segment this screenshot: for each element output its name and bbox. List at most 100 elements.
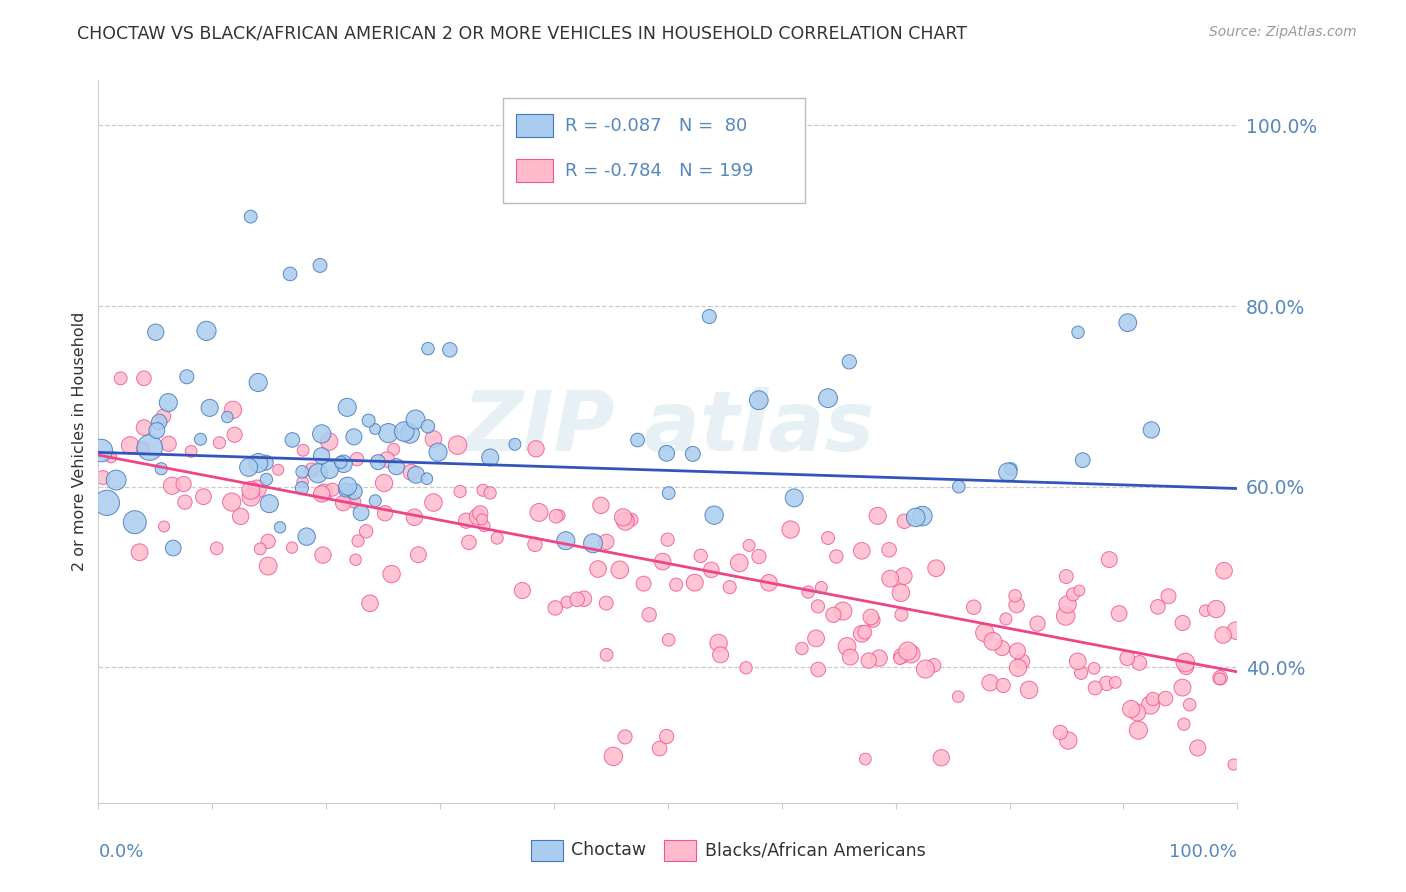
Point [609, 563, 631, 577]
Point [394, 425, 416, 439]
Text: Source: ZipAtlas.com: Source: ZipAtlas.com [1209, 25, 1357, 39]
Point [195, 324, 218, 338]
Point [343, 484, 366, 499]
Point [301, 463, 323, 477]
Point [278, 267, 301, 281]
Point [311, 426, 333, 441]
Point [682, 447, 704, 461]
Point [1126, 706, 1149, 720]
Point [735, 661, 758, 675]
Point [655, 730, 678, 744]
Text: R = -0.784   N = 199: R = -0.784 N = 199 [565, 161, 754, 179]
Point [889, 651, 911, 665]
Point [503, 437, 526, 451]
Point [259, 497, 281, 511]
Point [1005, 598, 1028, 612]
Point [470, 506, 492, 520]
Point [512, 583, 534, 598]
Point [665, 578, 688, 592]
Point [1171, 681, 1194, 695]
Point [586, 562, 609, 576]
Point [1139, 698, 1161, 712]
Point [404, 510, 426, 524]
Point [354, 524, 377, 539]
Point [1147, 599, 1170, 614]
Point [239, 210, 262, 224]
Point [973, 625, 995, 640]
Point [790, 641, 813, 656]
Point [157, 395, 180, 409]
Point [332, 457, 354, 471]
Point [309, 259, 332, 273]
Point [222, 402, 245, 417]
Point [150, 462, 173, 476]
Point [657, 533, 679, 547]
FancyBboxPatch shape [516, 114, 553, 137]
Point [853, 752, 876, 766]
Point [804, 632, 827, 646]
Point [124, 515, 146, 529]
Point [416, 342, 439, 356]
Point [145, 325, 167, 339]
Point [347, 533, 370, 548]
Point [332, 496, 354, 510]
Point [472, 519, 495, 533]
Point [620, 513, 643, 527]
Point [832, 604, 855, 618]
Point [398, 426, 420, 441]
Point [797, 585, 820, 599]
Point [1116, 316, 1139, 330]
Point [1084, 681, 1107, 695]
Point [90, 443, 112, 458]
Point [655, 446, 678, 460]
Point [546, 509, 568, 524]
Point [948, 690, 970, 704]
Point [651, 555, 673, 569]
Point [292, 443, 315, 458]
Point [1067, 325, 1090, 339]
Point [1222, 757, 1244, 772]
Point [1018, 682, 1040, 697]
Point [249, 541, 271, 556]
Point [703, 508, 725, 523]
Text: 0.0%: 0.0% [98, 843, 143, 861]
Point [146, 424, 169, 438]
Point [994, 612, 1017, 626]
Point [893, 514, 915, 528]
Point [1171, 615, 1194, 630]
Point [311, 449, 333, 463]
Point [868, 651, 890, 665]
Point [162, 541, 184, 555]
Point [612, 510, 634, 524]
Point [281, 541, 304, 555]
Point [357, 413, 380, 427]
Point [311, 487, 333, 501]
Point [350, 506, 373, 520]
Point [614, 514, 637, 528]
Point [96, 496, 118, 510]
Point [128, 545, 150, 559]
Point [132, 420, 155, 434]
Point [602, 749, 624, 764]
Point [1062, 587, 1084, 601]
Point [748, 549, 770, 564]
Point [336, 401, 359, 415]
Point [979, 675, 1001, 690]
Point [700, 563, 723, 577]
Point [343, 494, 366, 508]
Point [1004, 589, 1026, 603]
Point [555, 595, 578, 609]
Point [626, 433, 648, 447]
Point [439, 343, 461, 357]
Point [1070, 665, 1092, 680]
Point [817, 391, 839, 405]
Point [1154, 691, 1177, 706]
Point [471, 512, 494, 526]
Point [544, 601, 567, 615]
Point [91, 470, 114, 484]
Point [190, 432, 212, 446]
Point [925, 561, 948, 575]
Point [922, 658, 945, 673]
Point [877, 542, 900, 557]
Point [807, 599, 830, 614]
